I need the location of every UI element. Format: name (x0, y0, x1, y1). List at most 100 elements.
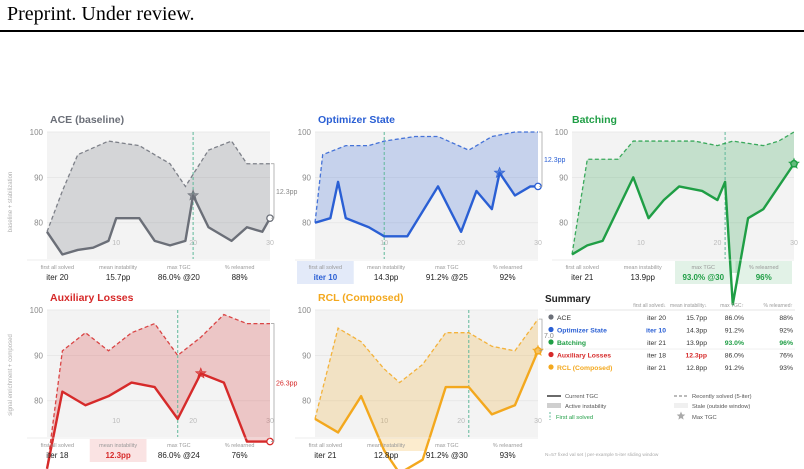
y-tick-label: 100 (30, 128, 44, 137)
metric-label: first all solved (41, 443, 74, 449)
y-tick-label: 90 (559, 173, 568, 182)
metric-label: max TGC (167, 443, 190, 449)
summary-cell: 91.2% (725, 365, 744, 372)
max-tgc-star (194, 367, 207, 379)
legend-label: Recently solved (5-iter) (692, 394, 752, 400)
summary-cell: 13.9pp (686, 340, 707, 347)
y-tick-label: 80 (302, 219, 311, 228)
metric-value: 96% (756, 273, 772, 282)
summary-cell: 76% (779, 353, 793, 360)
summary-cell: iter 10 (646, 328, 666, 335)
chart-title: Auxiliary Losses (50, 292, 134, 304)
recent-solved-line (314, 318, 539, 420)
summary-legend: Current TGC Recently solved (5-iter) Activ… (547, 394, 752, 421)
metric-label: % relearned (749, 265, 779, 271)
legend-label: Stale (outside window) (692, 404, 750, 410)
left-label-top: baseline + stabilization (8, 172, 14, 233)
metric-label: mean instability (367, 265, 405, 271)
legend-label: First all solved (556, 415, 593, 421)
instability-band (572, 132, 794, 273)
legend-item: Current TGC (547, 394, 598, 400)
metric-value: iter 21 (314, 451, 337, 460)
header-rule (0, 30, 804, 32)
x-tick-label: 10 (112, 418, 120, 425)
summary-row: RCL (Composed) iter 21 12.8pp 91.2% 93% (548, 364, 793, 372)
metric-label: max TGC (167, 265, 190, 271)
gap-annotation: 26.3pp (276, 381, 298, 388)
y-tick-label: 80 (302, 397, 311, 406)
metric-label: mean instability (99, 265, 137, 271)
current-tgc-line (571, 163, 795, 306)
x-tick-label: 10 (637, 240, 645, 247)
legend-label: Max TGC (692, 415, 717, 421)
metric-highlight (675, 261, 732, 284)
current-tgc-line (314, 350, 540, 469)
gap-bracket (539, 131, 543, 187)
summary-cell: 14.3pp (686, 328, 707, 335)
recent-solved-line (571, 131, 795, 255)
y-tick-label: 100 (298, 306, 312, 315)
gap-bracket (271, 323, 275, 442)
current-tgc-line (46, 194, 272, 256)
gap-annotation: 12.3pp (544, 157, 566, 164)
chart-batching: 80 90 100 10 20 30 Batching first all solved ite… (552, 114, 800, 306)
chart-auxiliary-losses: 80 90 100 10 20 30 26.3pp Auxiliary Losses first… (27, 292, 298, 469)
gap-bracket (539, 318, 543, 352)
series-dot (548, 339, 554, 345)
y-tick-label: 100 (555, 128, 569, 137)
series-dot (548, 364, 554, 370)
summary-cell: 93.0% (725, 340, 744, 347)
summary-name: Batching (557, 340, 586, 347)
summary-name: Optimizer State (557, 328, 607, 335)
gap-annotation: 7.0 (544, 333, 554, 340)
max-tgc-star (493, 166, 506, 178)
summary-cell: iter 20 (647, 315, 666, 322)
metric-value: iter 10 (314, 273, 338, 282)
metric-value: 13.9pp (631, 273, 656, 282)
x-tick-label: 30 (266, 240, 274, 247)
metric-value: 15.7pp (106, 273, 131, 282)
legend-item: Max TGC (676, 411, 717, 421)
y-tick-label: 100 (298, 128, 312, 137)
metric-label: % relearned (225, 443, 255, 449)
metric-label: % relearned (225, 265, 255, 271)
left-label-bottom: signal enrichment + composed (8, 334, 14, 416)
metric-value: 93.0% @30 (682, 273, 724, 282)
y-tick-label: 90 (34, 173, 43, 182)
summary-header: max TGC↑ (720, 303, 744, 309)
x-tick-label: 20 (714, 240, 722, 247)
legend-swatch (547, 403, 561, 408)
instability-band (47, 141, 270, 255)
summary-cell: 96% (779, 340, 793, 347)
chart-title: RCL (Composed) (318, 292, 404, 304)
summary-row: Optimizer State iter 10 14.3pp 91.2% 92% (548, 326, 793, 335)
x-tick-label: 20 (457, 240, 465, 247)
instability-band (315, 132, 538, 237)
instability-band (49, 314, 270, 451)
summary-header: % relearned↑ (764, 303, 793, 309)
legend-label: Current TGC (565, 394, 598, 400)
series-dot (548, 351, 554, 358)
metric-value: 86.0% @24 (158, 451, 200, 460)
metric-value: iter 20 (46, 273, 69, 282)
y-tick-label: 90 (302, 173, 311, 182)
summary-cell: 91.2% (725, 328, 744, 335)
metric-value: iter 18 (46, 451, 69, 460)
x-tick-label: 10 (380, 418, 388, 425)
summary-cell: iter 21 (647, 340, 666, 347)
metric-value: 91.2% @25 (426, 273, 468, 282)
metric-label: first all solved (309, 443, 342, 449)
chart-rcl: 80 90 100 10 20 30 7.0 RCL (Composed) first all … (295, 292, 554, 469)
gap-annotation: 12.3pp (276, 189, 298, 196)
metric-label: first all solved (309, 265, 342, 271)
y-tick-label: 80 (34, 397, 43, 406)
legend-item: Stale (outside window) (674, 403, 750, 410)
summary-name: RCL (Composed) (557, 365, 612, 372)
y-tick-label: 90 (302, 351, 311, 360)
metric-label: mean instability (624, 265, 662, 271)
stale-band (47, 310, 270, 437)
y-tick-label: 80 (34, 219, 43, 228)
recent-solved-line (46, 140, 270, 233)
metric-label: max TGC (435, 265, 458, 271)
